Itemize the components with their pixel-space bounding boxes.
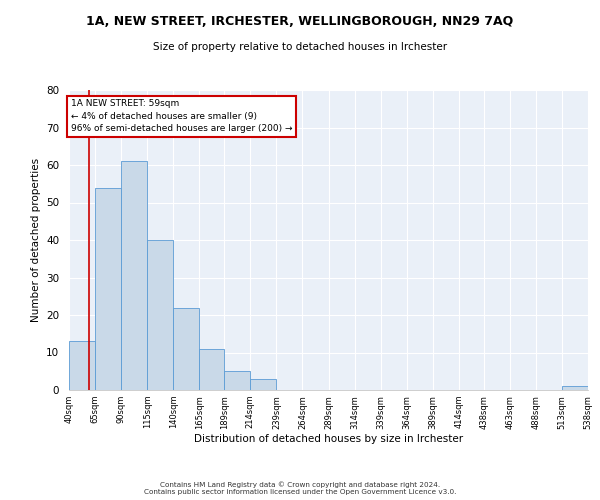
Bar: [173, 308, 199, 390]
Bar: [69, 341, 95, 390]
Bar: [199, 349, 224, 390]
Text: 1A NEW STREET: 59sqm
← 4% of detached houses are smaller (9)
96% of semi-detache: 1A NEW STREET: 59sqm ← 4% of detached ho…: [71, 100, 293, 134]
X-axis label: Distribution of detached houses by size in Irchester: Distribution of detached houses by size …: [194, 434, 463, 444]
Text: 1A, NEW STREET, IRCHESTER, WELLINGBOROUGH, NN29 7AQ: 1A, NEW STREET, IRCHESTER, WELLINGBOROUG…: [86, 15, 514, 28]
Bar: [147, 240, 173, 390]
Y-axis label: Number of detached properties: Number of detached properties: [31, 158, 41, 322]
Text: Size of property relative to detached houses in Irchester: Size of property relative to detached ho…: [153, 42, 447, 52]
Bar: [121, 161, 147, 390]
Bar: [95, 188, 121, 390]
Bar: [224, 371, 250, 390]
Bar: [250, 379, 277, 390]
Text: Contains HM Land Registry data © Crown copyright and database right 2024.
Contai: Contains HM Land Registry data © Crown c…: [144, 482, 456, 495]
Bar: [562, 386, 588, 390]
